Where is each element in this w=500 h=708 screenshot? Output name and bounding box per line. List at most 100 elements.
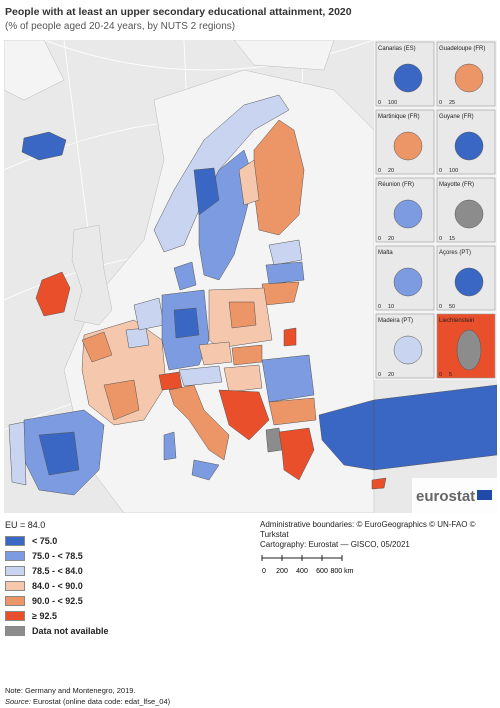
inset-scale-start: 0 bbox=[378, 304, 381, 310]
legend-swatch bbox=[5, 625, 25, 636]
region-turkey bbox=[318, 399, 375, 471]
inset-label: Guadeloupe (FR) bbox=[439, 46, 485, 52]
region-finland-west bbox=[238, 159, 260, 206]
legend-label: Data not available bbox=[32, 625, 109, 636]
region-denmark bbox=[173, 261, 197, 291]
inset-scale-end: 20 bbox=[388, 168, 394, 174]
legend-item: ≥ 92.5 bbox=[5, 608, 109, 623]
legend-label: 90.0 - < 92.5 bbox=[32, 595, 83, 606]
scale-tick-label: 400 bbox=[296, 568, 308, 575]
inset-region bbox=[393, 267, 423, 297]
region-ile-de-france bbox=[125, 327, 150, 349]
inset-label: Martinique (FR) bbox=[378, 114, 420, 120]
inset-map: Guyane (FR) 0 100 bbox=[436, 109, 496, 175]
inset-label: Malta bbox=[378, 250, 393, 256]
map-subtitle: (% of people aged 20-24 years, by NUTS 2… bbox=[5, 21, 236, 32]
inset-scale-end: 25 bbox=[449, 100, 455, 106]
region-balkans bbox=[218, 389, 270, 441]
legend-swatch bbox=[5, 535, 25, 546]
legend-label: 78.5 - < 84.0 bbox=[32, 565, 83, 576]
inset-scale-start: 0 bbox=[439, 100, 442, 106]
region-bulgaria bbox=[268, 397, 317, 426]
inset-map: Mayotte (FR) 0 15 bbox=[436, 177, 496, 243]
legend-label: < 75.0 bbox=[32, 535, 58, 546]
legend-item: 90.0 - < 92.5 bbox=[5, 593, 109, 608]
inset-scale-end: 100 bbox=[449, 168, 458, 174]
inset-region bbox=[456, 329, 482, 371]
region-ukraine-border bbox=[283, 327, 297, 347]
legend-label: 84.0 - < 90.0 bbox=[32, 580, 83, 591]
legend-swatch bbox=[5, 595, 25, 606]
inset-map: Canarias (ES) 0 100 bbox=[375, 41, 435, 107]
scale-bar: 0 200 400 600 800 km bbox=[261, 555, 354, 575]
inset-map: Madeira (PT) 0 20 bbox=[375, 313, 435, 379]
legend-item: Data not available bbox=[5, 623, 109, 638]
inset-scale-start: 0 bbox=[439, 168, 442, 174]
legend-swatch bbox=[5, 550, 25, 561]
region-bretagne bbox=[81, 331, 113, 363]
region-slovakia bbox=[231, 344, 263, 366]
region-norway bbox=[153, 94, 290, 253]
inset-scale-end: 20 bbox=[388, 372, 394, 378]
region-greece bbox=[278, 427, 315, 481]
legend-swatch bbox=[5, 580, 25, 591]
inset-region bbox=[454, 199, 484, 229]
inset-label: Guyane (FR) bbox=[439, 114, 474, 120]
region-sardinia bbox=[163, 431, 177, 461]
region-sicily bbox=[191, 459, 220, 481]
inset-scale-start: 0 bbox=[378, 100, 381, 106]
inset-label: Mayotte (FR) bbox=[439, 182, 474, 188]
inset-map: Guadeloupe (FR) 0 25 bbox=[436, 41, 496, 107]
region-cyprus bbox=[371, 477, 387, 490]
region-czechia bbox=[198, 341, 233, 366]
credits-cartography: Cartography: Eurostat — GISCO, 05/2021 bbox=[260, 540, 410, 549]
inset-label: Madeira (PT) bbox=[378, 318, 413, 324]
legend-average: EU = 84.0 bbox=[5, 520, 46, 530]
inset-label: Canarias (ES) bbox=[378, 46, 416, 52]
inset-region bbox=[454, 267, 484, 297]
inset-scale-start: 0 bbox=[439, 236, 442, 242]
eurostat-logo: eurostat bbox=[412, 478, 497, 513]
source: Source: Eurostat (online data code: edat… bbox=[5, 697, 170, 706]
region-france-south bbox=[103, 379, 140, 421]
inset-map: Martinique (FR) 0 20 bbox=[375, 109, 435, 175]
legend-item: 75.0 - < 78.5 bbox=[5, 548, 109, 563]
region-austria bbox=[178, 365, 223, 387]
region-estonia bbox=[268, 239, 303, 266]
region-ireland bbox=[35, 271, 71, 317]
scale-tick-label: 800 km bbox=[331, 568, 354, 575]
inset-map: Réunion (FR) 0 20 bbox=[375, 177, 435, 243]
svg-text:eurostat: eurostat bbox=[416, 488, 475, 505]
inset-scale-end: 10 bbox=[388, 304, 394, 310]
region-hungary bbox=[223, 364, 263, 393]
legend-item: < 75.0 bbox=[5, 533, 109, 548]
inset-scale-start: 0 bbox=[439, 304, 442, 310]
note: Note: Germany and Montenegro, 2019. bbox=[5, 686, 136, 695]
inset-region bbox=[454, 63, 484, 93]
region-romania bbox=[261, 354, 315, 403]
source-text: Eurostat (online data code: edat_lfse_04… bbox=[32, 697, 171, 706]
source-label: Source: bbox=[5, 697, 31, 706]
inset-scale-end: 100 bbox=[388, 100, 397, 106]
region-uk bbox=[71, 224, 113, 326]
inset-label: Açores (PT) bbox=[439, 250, 471, 256]
scale-tick-label: 600 bbox=[316, 568, 328, 575]
region-finland bbox=[253, 119, 305, 236]
scale-tick-label: 200 bbox=[276, 568, 288, 575]
inset-region bbox=[393, 131, 423, 161]
region-turkey-east bbox=[373, 384, 497, 471]
inset-region bbox=[454, 131, 484, 161]
region-sweden-north bbox=[193, 167, 220, 216]
region-spain-central bbox=[38, 431, 80, 476]
inset-region bbox=[393, 199, 423, 229]
legend-item: 84.0 - < 90.0 bbox=[5, 578, 109, 593]
legend-swatch bbox=[5, 610, 25, 621]
region-switzerland bbox=[158, 371, 183, 391]
inset-map: Açores (PT) 0 50 bbox=[436, 245, 496, 311]
region-albania bbox=[265, 427, 283, 453]
map-title: People with at least an upper secondary … bbox=[5, 6, 352, 18]
inset-region bbox=[393, 63, 423, 93]
region-germany-central bbox=[173, 307, 200, 339]
inset-label: Liechtenstein bbox=[439, 318, 474, 324]
